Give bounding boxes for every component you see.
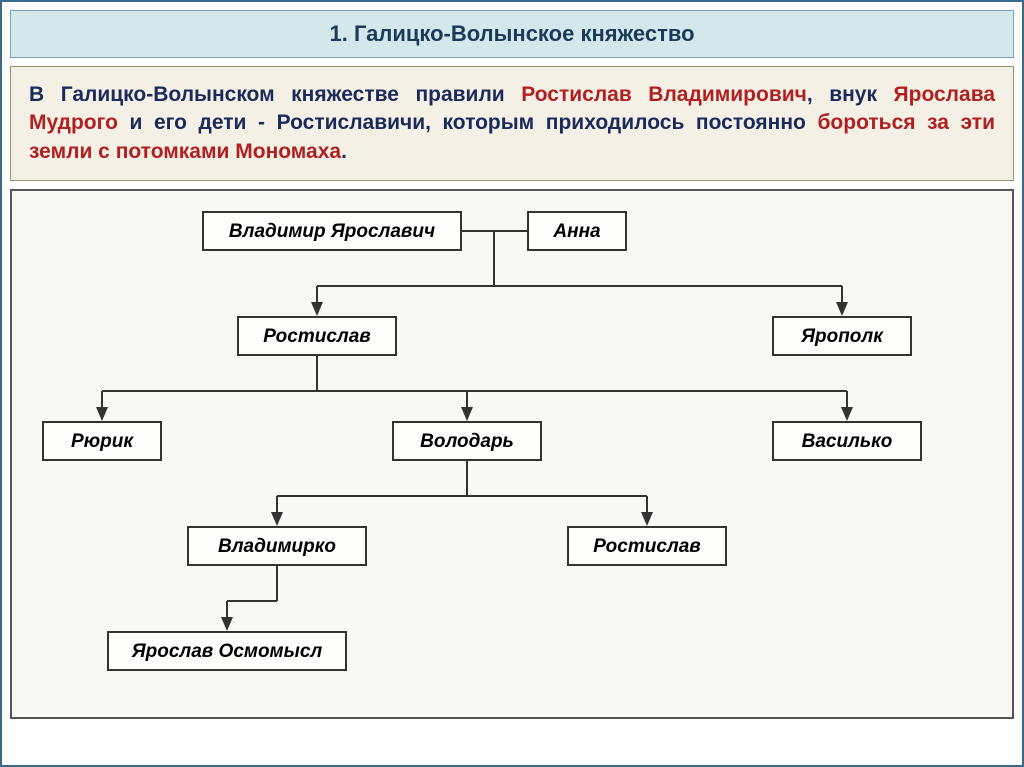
tree-node-vasilko: Василько (772, 421, 922, 461)
slide-container: 1. Галицко-Волынское княжество В Галицко… (0, 0, 1024, 767)
slide-title: 1. Галицко-Волынское княжество (10, 10, 1014, 58)
tree-node-rostislav: Ростислав (237, 316, 397, 356)
tree-node-osmomysl: Ярослав Осмомысл (107, 631, 347, 671)
tree-node-yaropolk: Ярополк (772, 316, 912, 356)
family-tree: Владимир Ярославич Анна Ростислав Ярополк Рю… (10, 189, 1014, 719)
highlighted-text: Ростислав Владимирович (521, 83, 807, 106)
tree-node-anna: Анна (527, 211, 627, 251)
tree-node-vladimir: Владимир Ярославич (202, 211, 462, 251)
body-text: , внук (807, 83, 894, 106)
body-text: . (341, 140, 347, 163)
tree-node-rostislav2: Ростислав (567, 526, 727, 566)
body-text: и его дети - Ростиславичи, которым прихо… (118, 111, 818, 134)
info-box: В Галицко-Волынском княжестве правили Ро… (10, 66, 1014, 181)
tree-node-rurik: Рюрик (42, 421, 162, 461)
tree-node-vladimirko: Владимирко (187, 526, 367, 566)
tree-node-volodar: Володарь (392, 421, 542, 461)
body-text: В Галицко-Волынском княжестве правили (29, 83, 521, 106)
